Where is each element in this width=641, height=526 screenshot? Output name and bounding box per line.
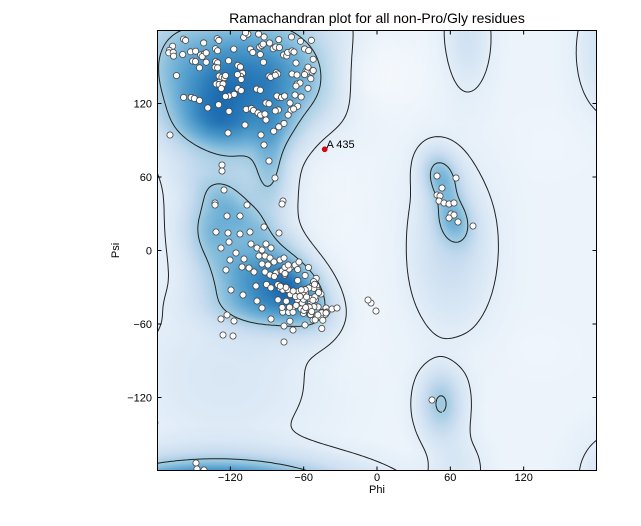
svg-text:−120: −120	[127, 392, 152, 404]
svg-text:−120: −120	[218, 472, 243, 484]
svg-text:0: 0	[146, 245, 152, 257]
svg-text:−60: −60	[294, 472, 313, 484]
svg-text:A 435: A 435	[327, 139, 355, 151]
svg-text:−60: −60	[133, 319, 152, 331]
svg-text:60: 60	[140, 172, 152, 184]
svg-text:Ramachandran plot for all non-: Ramachandran plot for all non-Pro/Gly re…	[229, 10, 525, 26]
svg-text:Phi: Phi	[369, 484, 385, 496]
svg-text:60: 60	[444, 472, 456, 484]
svg-text:Psi: Psi	[110, 243, 122, 258]
svg-text:120: 120	[134, 98, 152, 110]
svg-text:0: 0	[374, 472, 380, 484]
svg-text:120: 120	[515, 472, 533, 484]
